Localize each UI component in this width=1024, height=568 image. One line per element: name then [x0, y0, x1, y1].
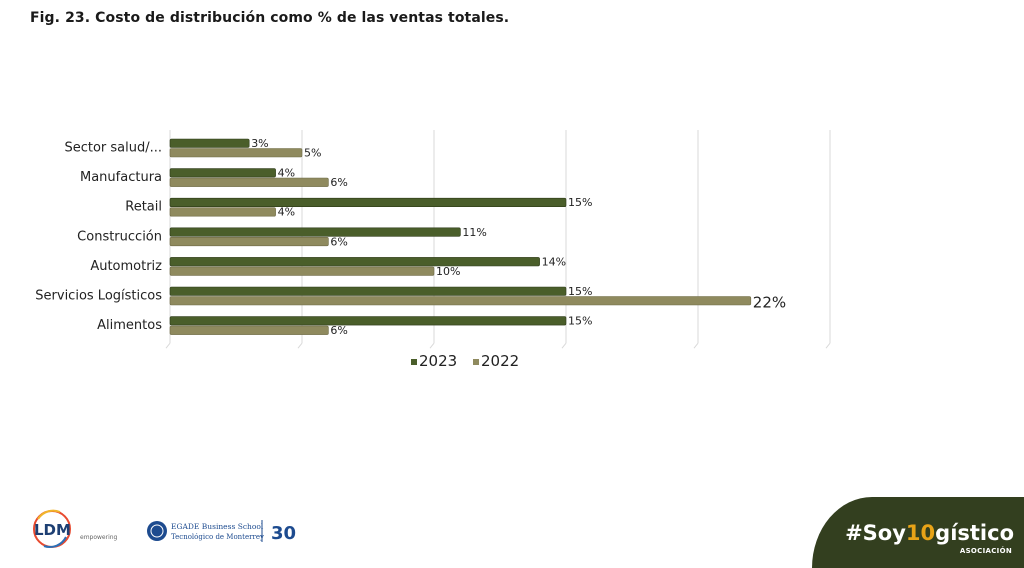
bar-2022: [169, 177, 329, 187]
chart-bars: [169, 138, 752, 335]
egade-line1: EGADE Business School: [171, 522, 264, 531]
bar-2023: [169, 168, 276, 178]
hashtag-subtitle: ASOCIACIÓN: [959, 547, 1012, 555]
category-label: Alimentos: [97, 318, 162, 333]
bar-2023: [169, 227, 461, 237]
egade-logo: EGADE Business School Tecnológico de Mon…: [147, 520, 296, 544]
value-label: 4%: [278, 206, 295, 219]
gridline-foot: [825, 342, 831, 349]
ldm-tagline: empowering: [80, 534, 118, 541]
bar-2022: [169, 207, 276, 217]
value-label: 6%: [330, 176, 347, 189]
gridline-foot: [297, 342, 303, 349]
category-label: Sector salud/...: [64, 141, 162, 156]
bar-2023: [169, 316, 567, 326]
category-label: Manufactura: [80, 170, 162, 185]
figure-title: Fig. 23. Costo de distribución como % de…: [30, 10, 510, 26]
value-label: 15%: [568, 196, 592, 209]
legend-swatch-2022: [473, 359, 479, 365]
gridline-foot: [429, 342, 435, 349]
bar-chart: Sector salud/... Manufactura Retail Constru…: [35, 130, 831, 370]
egade-line2: Tecnológico de Monterrey: [171, 533, 264, 541]
value-label: 15%: [568, 285, 592, 298]
soy-logistico-banner: [812, 497, 1024, 568]
value-labels: 3% 5% 4% 6% 15% 4% 11% 6% 14% 10% 15% 22% 15% 6%: [251, 137, 786, 337]
hashtag-text: #Soy10gístico: [845, 521, 1014, 545]
value-label: 10%: [436, 265, 460, 278]
value-label: 4%: [278, 167, 295, 180]
hashtag-accent: 10: [905, 521, 936, 545]
value-label: 6%: [330, 235, 347, 248]
egade-seal-icon: [147, 521, 167, 541]
bar-2022: [169, 148, 303, 158]
gridline-foot: [561, 342, 567, 349]
legend-label-2022: 2022: [481, 352, 519, 370]
bar-2022: [169, 296, 752, 306]
ldm-logo: LDM empowering: [33, 509, 118, 548]
legend-swatch-2023: [411, 359, 417, 365]
category-labels: Sector salud/... Manufactura Retail Constru…: [35, 141, 162, 334]
value-label: 5%: [304, 147, 321, 160]
bar-2023: [169, 197, 567, 207]
value-label: 15%: [568, 315, 592, 328]
category-label: Construcción: [77, 229, 162, 244]
hashtag-post: gístico: [935, 521, 1014, 545]
bar-2023: [169, 286, 567, 296]
value-label: 6%: [330, 324, 347, 337]
bar-2022: [169, 325, 329, 335]
hashtag-pre: #Soy: [845, 521, 906, 545]
value-label: 22%: [753, 294, 786, 312]
anniversary-30: 30: [271, 523, 296, 544]
category-label: Retail: [125, 200, 162, 215]
bar-2023: [169, 138, 250, 148]
legend-label-2023: 2023: [419, 352, 457, 370]
value-label: 11%: [462, 226, 486, 239]
gridline-foot: [165, 342, 171, 349]
bar-2022: [169, 237, 329, 247]
bar-2023: [169, 257, 540, 267]
value-label: 3%: [251, 137, 268, 150]
category-label: Automotriz: [90, 259, 162, 274]
category-label: Servicios Logísticos: [35, 289, 162, 304]
value-label: 14%: [542, 255, 566, 268]
bar-2022: [169, 266, 435, 276]
chart-legend: 2023 2022: [411, 352, 519, 370]
ldm-logo-text: LDM: [34, 521, 71, 539]
gridline-foot: [693, 342, 699, 349]
